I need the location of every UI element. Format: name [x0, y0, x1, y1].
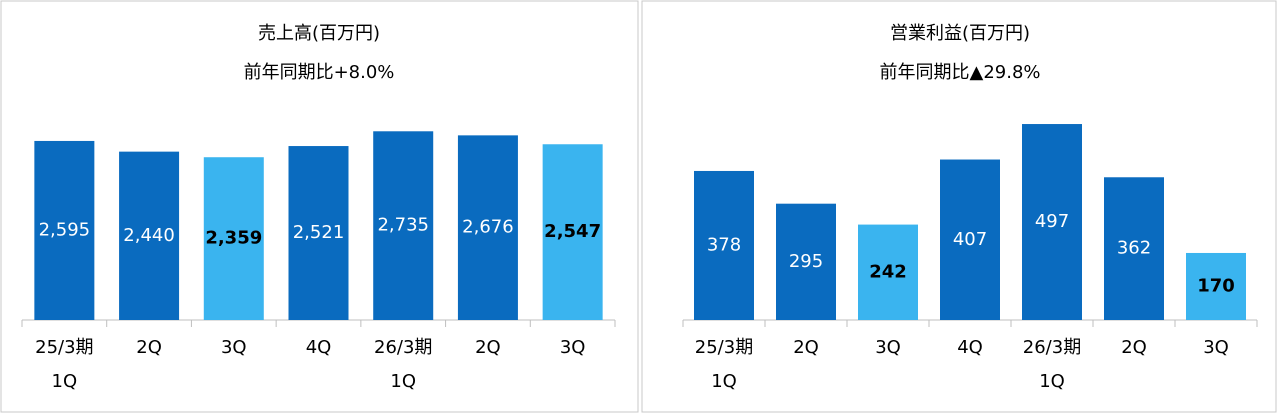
bar [1186, 252, 1246, 320]
bar [940, 159, 1000, 320]
x-tick-label: 3Q [560, 337, 586, 358]
x-tick-label: 4Q [306, 337, 332, 358]
chart-subtitle: 前年同期比+8.0% [244, 62, 395, 83]
bar [34, 140, 95, 320]
x-tick-label: 2Q [475, 337, 501, 358]
x-tick-label: 3Q [1203, 337, 1229, 358]
value-label: 242 [869, 261, 907, 282]
bar [373, 131, 434, 320]
x-tick-label: 3Q [221, 337, 247, 358]
x-tick-label: 1Q [1039, 371, 1065, 392]
x-tick-label: 1Q [711, 371, 737, 392]
x-tick-label: 4Q [957, 337, 983, 358]
value-label: 295 [789, 251, 823, 272]
value-label: 2,521 [293, 222, 345, 243]
value-label: 378 [707, 234, 741, 255]
value-label: 2,735 [377, 215, 429, 236]
value-label: 2,676 [462, 217, 514, 238]
value-label: 170 [1197, 275, 1235, 296]
value-label: 2,359 [205, 228, 262, 249]
x-tick-label: 26/3期 [1023, 337, 1081, 358]
value-label: 362 [1117, 238, 1151, 259]
value-label: 497 [1035, 211, 1069, 232]
bar [1022, 124, 1082, 320]
chart-subtitle: 前年同期比▲29.8% [879, 62, 1040, 83]
bar [119, 151, 180, 320]
x-tick-label: 25/3期 [695, 337, 753, 358]
value-label: 2,547 [544, 221, 601, 242]
x-tick-label: 26/3期 [374, 337, 432, 358]
value-label: 2,440 [123, 225, 175, 246]
chart-title: 売上高(百万円) [258, 23, 380, 44]
value-label: 2,595 [39, 219, 91, 240]
value-label: 407 [953, 229, 987, 250]
x-tick-label: 2Q [1121, 337, 1147, 358]
panel-frame [0, 0, 639, 413]
bar [858, 224, 918, 320]
bar [288, 146, 349, 320]
x-tick-label: 1Q [52, 371, 78, 392]
bar [694, 170, 754, 320]
bar [1104, 177, 1164, 320]
x-tick-label: 2Q [793, 337, 819, 358]
bar [457, 135, 518, 320]
x-tick-label: 1Q [390, 371, 416, 392]
bar [542, 144, 603, 320]
x-tick-label: 3Q [875, 337, 901, 358]
x-tick-label: 2Q [136, 337, 162, 358]
bar [776, 203, 836, 320]
chart-title: 営業利益(百万円) [890, 23, 1030, 44]
bar [203, 157, 264, 320]
x-tick-label: 25/3期 [35, 337, 93, 358]
panel-frame [641, 0, 1277, 413]
